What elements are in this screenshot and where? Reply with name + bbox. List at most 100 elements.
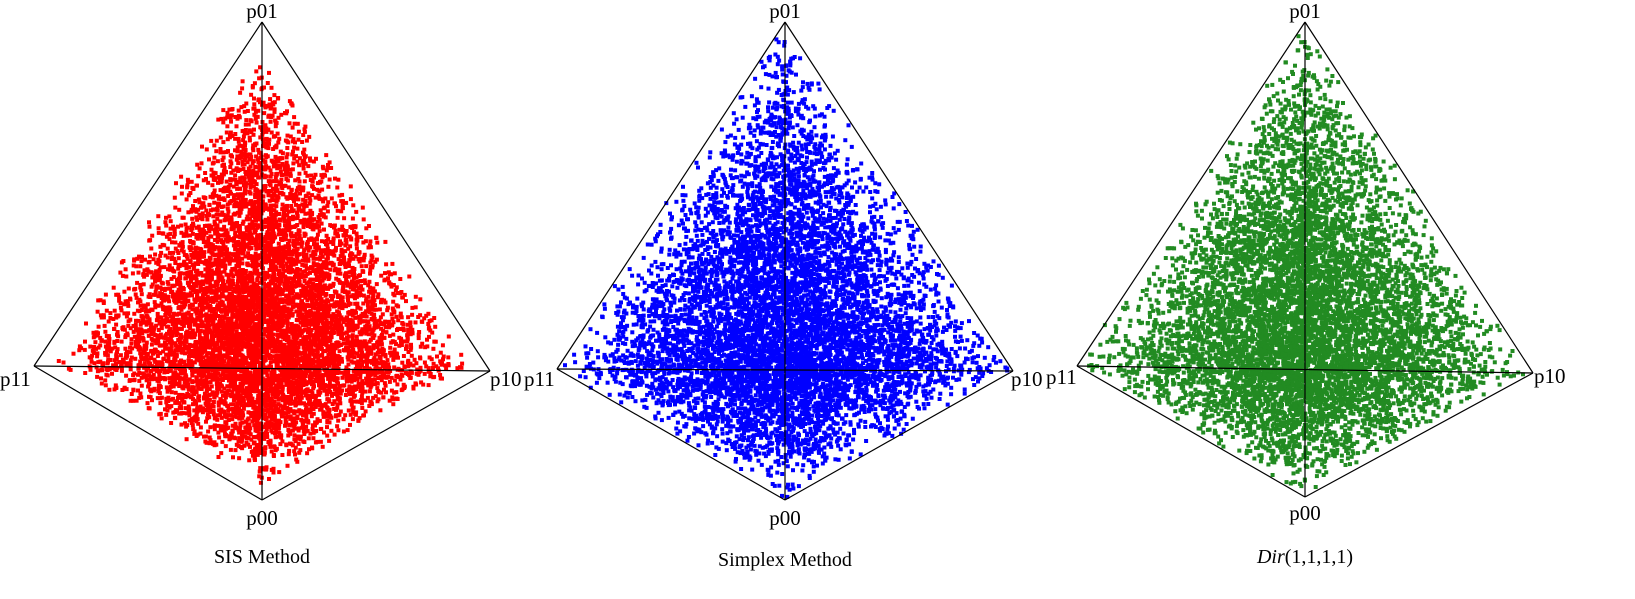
scatter-point: [365, 299, 370, 304]
scatter-point: [302, 231, 307, 236]
scatter-point: [190, 423, 195, 428]
scatter-point: [298, 237, 303, 242]
scatter-point: [182, 319, 187, 324]
scatter-point: [391, 357, 396, 362]
scatter-point: [228, 159, 233, 164]
scatter-point: [209, 167, 214, 172]
scatter-point: [228, 278, 233, 283]
scatter-point: [94, 365, 99, 370]
scatter-point: [132, 378, 136, 383]
scatter-point: [262, 370, 267, 375]
scatter-point: [145, 401, 150, 406]
scatter-point: [235, 282, 240, 287]
scatter-point: [319, 251, 323, 256]
scatter-point: [212, 427, 217, 432]
scatter-point: [324, 392, 329, 397]
scatter-point: [324, 274, 329, 279]
scatter-point: [219, 116, 224, 121]
scatter-point: [192, 429, 197, 434]
scatter-point: [323, 196, 328, 201]
scatter-point: [405, 339, 410, 344]
scatter-point: [297, 171, 302, 176]
scatter-point: [299, 188, 304, 193]
scatter-point: [265, 334, 270, 339]
scatter-point: [333, 248, 338, 252]
scatter-point: [285, 287, 290, 292]
scatter-point: [338, 409, 343, 414]
scatter-point: [239, 105, 244, 110]
scatter-point: [249, 92, 254, 97]
scatter-point: [304, 203, 309, 208]
scatter-point: [328, 285, 333, 289]
scatter-point: [387, 281, 392, 286]
scatter-point: [325, 256, 330, 261]
scatter-point: [107, 387, 112, 392]
scatter-point: [300, 258, 305, 263]
scatter-point: [134, 264, 139, 269]
scatter-point: [371, 336, 376, 340]
scatter-point: [296, 441, 301, 446]
scatter-point: [83, 339, 87, 344]
scatter-point: [144, 322, 149, 327]
scatter-point: [170, 240, 174, 245]
scatter-point: [143, 257, 148, 262]
scatter-point: [285, 374, 290, 379]
scatter-point: [305, 292, 310, 297]
scatter-point: [147, 292, 152, 297]
scatter-point: [174, 181, 178, 186]
scatter-point: [227, 304, 231, 308]
scatter-point: [326, 360, 331, 365]
scatter-point: [209, 138, 214, 143]
scatter-point: [272, 93, 277, 98]
scatter-point: [223, 353, 227, 358]
scatter-point: [166, 356, 171, 360]
scatter-point: [421, 382, 426, 387]
scatter-point: [399, 315, 404, 320]
scatter-point: [121, 360, 126, 365]
scatter-point: [147, 224, 152, 229]
scatter-point: [308, 431, 313, 436]
scatter-point: [361, 293, 366, 298]
scatter-point: [306, 436, 311, 441]
scatter-point: [334, 245, 338, 250]
scatter-point: [253, 457, 257, 462]
scatter-point: [201, 313, 206, 318]
scatter-point: [95, 351, 100, 356]
scatter-point: [246, 442, 251, 447]
scatter-point: [233, 177, 238, 182]
scatter-point: [221, 204, 226, 209]
scatter-point: [286, 326, 291, 331]
scatter-point: [208, 208, 213, 213]
scatter-point: [309, 173, 314, 178]
scatter-point: [281, 267, 286, 272]
scatter-point: [333, 266, 338, 271]
scatter-point: [371, 395, 376, 400]
scatter-point: [353, 315, 358, 320]
scatter-point: [234, 325, 238, 330]
scatter-point: [372, 356, 377, 360]
scatter-point: [226, 254, 231, 259]
scatter-point: [390, 322, 395, 327]
scatter-point: [368, 239, 373, 244]
scatter-point: [112, 340, 117, 345]
scatter-point: [269, 467, 274, 472]
scatter-point: [192, 408, 197, 413]
scatter-point: [394, 285, 399, 290]
scatter-point: [153, 338, 158, 343]
scatter-point: [372, 382, 377, 387]
scatter-point: [297, 408, 302, 413]
scatter-point: [221, 189, 226, 194]
scatter-point: [365, 303, 370, 307]
scatter-point: [223, 245, 228, 250]
scatter-point: [208, 194, 213, 199]
scatter-point: [84, 321, 88, 326]
scatter-point: [236, 161, 241, 166]
scatter-point: [302, 359, 307, 364]
scatter-point: [418, 297, 423, 302]
scatter-point: [201, 178, 206, 183]
scatter-point: [91, 351, 96, 355]
scatter-point: [245, 368, 249, 373]
scatter-point: [345, 315, 350, 320]
scatter-point: [195, 417, 200, 422]
scatter-point: [262, 236, 267, 241]
